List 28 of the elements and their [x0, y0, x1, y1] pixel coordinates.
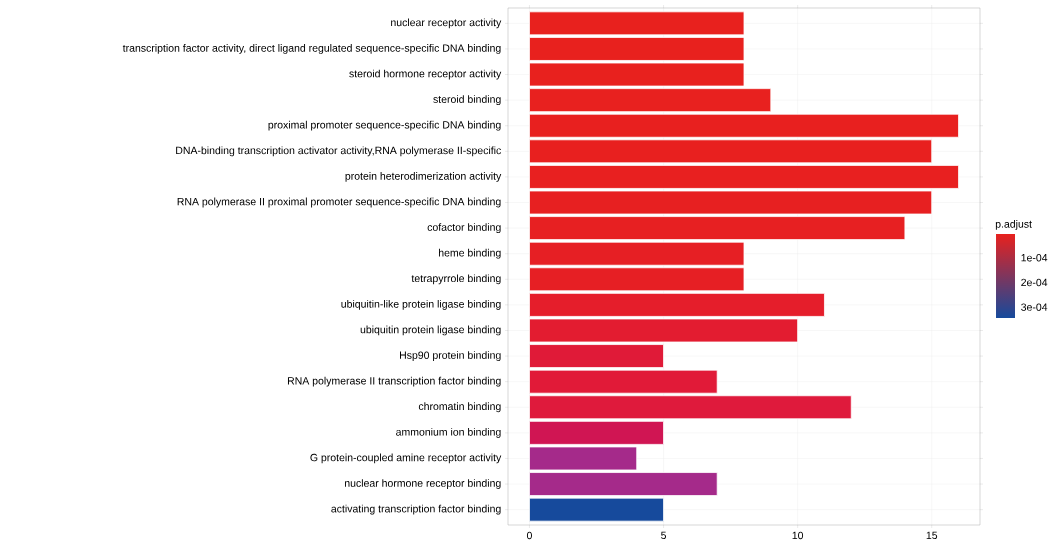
- color-bar-label: 1e-04: [1021, 254, 1048, 262]
- x-tick-label: 0: [526, 531, 532, 540]
- y-tick-label: proximal promoter sequence-specific DNA binding: [268, 120, 501, 131]
- x-tick-label: 10: [792, 531, 804, 540]
- y-tick-label: transcription factor activity, direct ligand regulated sequence-specific DNA binding: [122, 44, 501, 54]
- color-bar-label: 2e-04: [1021, 278, 1048, 287]
- y-tick-label: steroid binding: [433, 95, 501, 106]
- y-tick-label: cofactor binding: [427, 223, 501, 233]
- y-tick-label: Hsp90 protein binding: [400, 351, 501, 361]
- y-tick-label: DNA-binding transcription activator activity,RNA polymerase II-specific: [176, 146, 501, 157]
- color-bar-label: 3e-04: [1021, 303, 1048, 311]
- y-tick-label: nuclear hormone receptor binding: [344, 479, 501, 489]
- y-tick-label: G protein-coupled amine receptor activity: [310, 453, 502, 464]
- y-tick-label: RNA polymerase II proximal promoter sequence-specific DNA binding: [177, 197, 501, 208]
- y-tick-label: protein heterodimerization activity: [345, 172, 502, 182]
- color-bar-title: p.adjust: [995, 220, 1032, 230]
- x-tick-label: 5: [661, 531, 667, 540]
- y-tick-label: tetrapyrrole binding: [411, 274, 501, 285]
- y-tick-label: steroid hormone receptor activity: [349, 69, 502, 80]
- y-tick-label: chromatin binding: [418, 402, 501, 413]
- y-tick-label: activating transcription factor binding: [331, 504, 501, 515]
- x-tick-label: 15: [926, 531, 938, 540]
- y-tick-label: RNA polymerase II transcription factor binding: [287, 376, 501, 387]
- y-tick-label: heme binding: [438, 248, 501, 259]
- y-tick-label: ubiquitin-like protein ligase binding: [341, 299, 501, 310]
- y-tick-label: nuclear receptor activity: [391, 18, 502, 29]
- y-tick-label: ubiquitin protein ligase binding: [360, 325, 501, 336]
- y-tick-label: ammonium ion binding: [396, 427, 501, 438]
